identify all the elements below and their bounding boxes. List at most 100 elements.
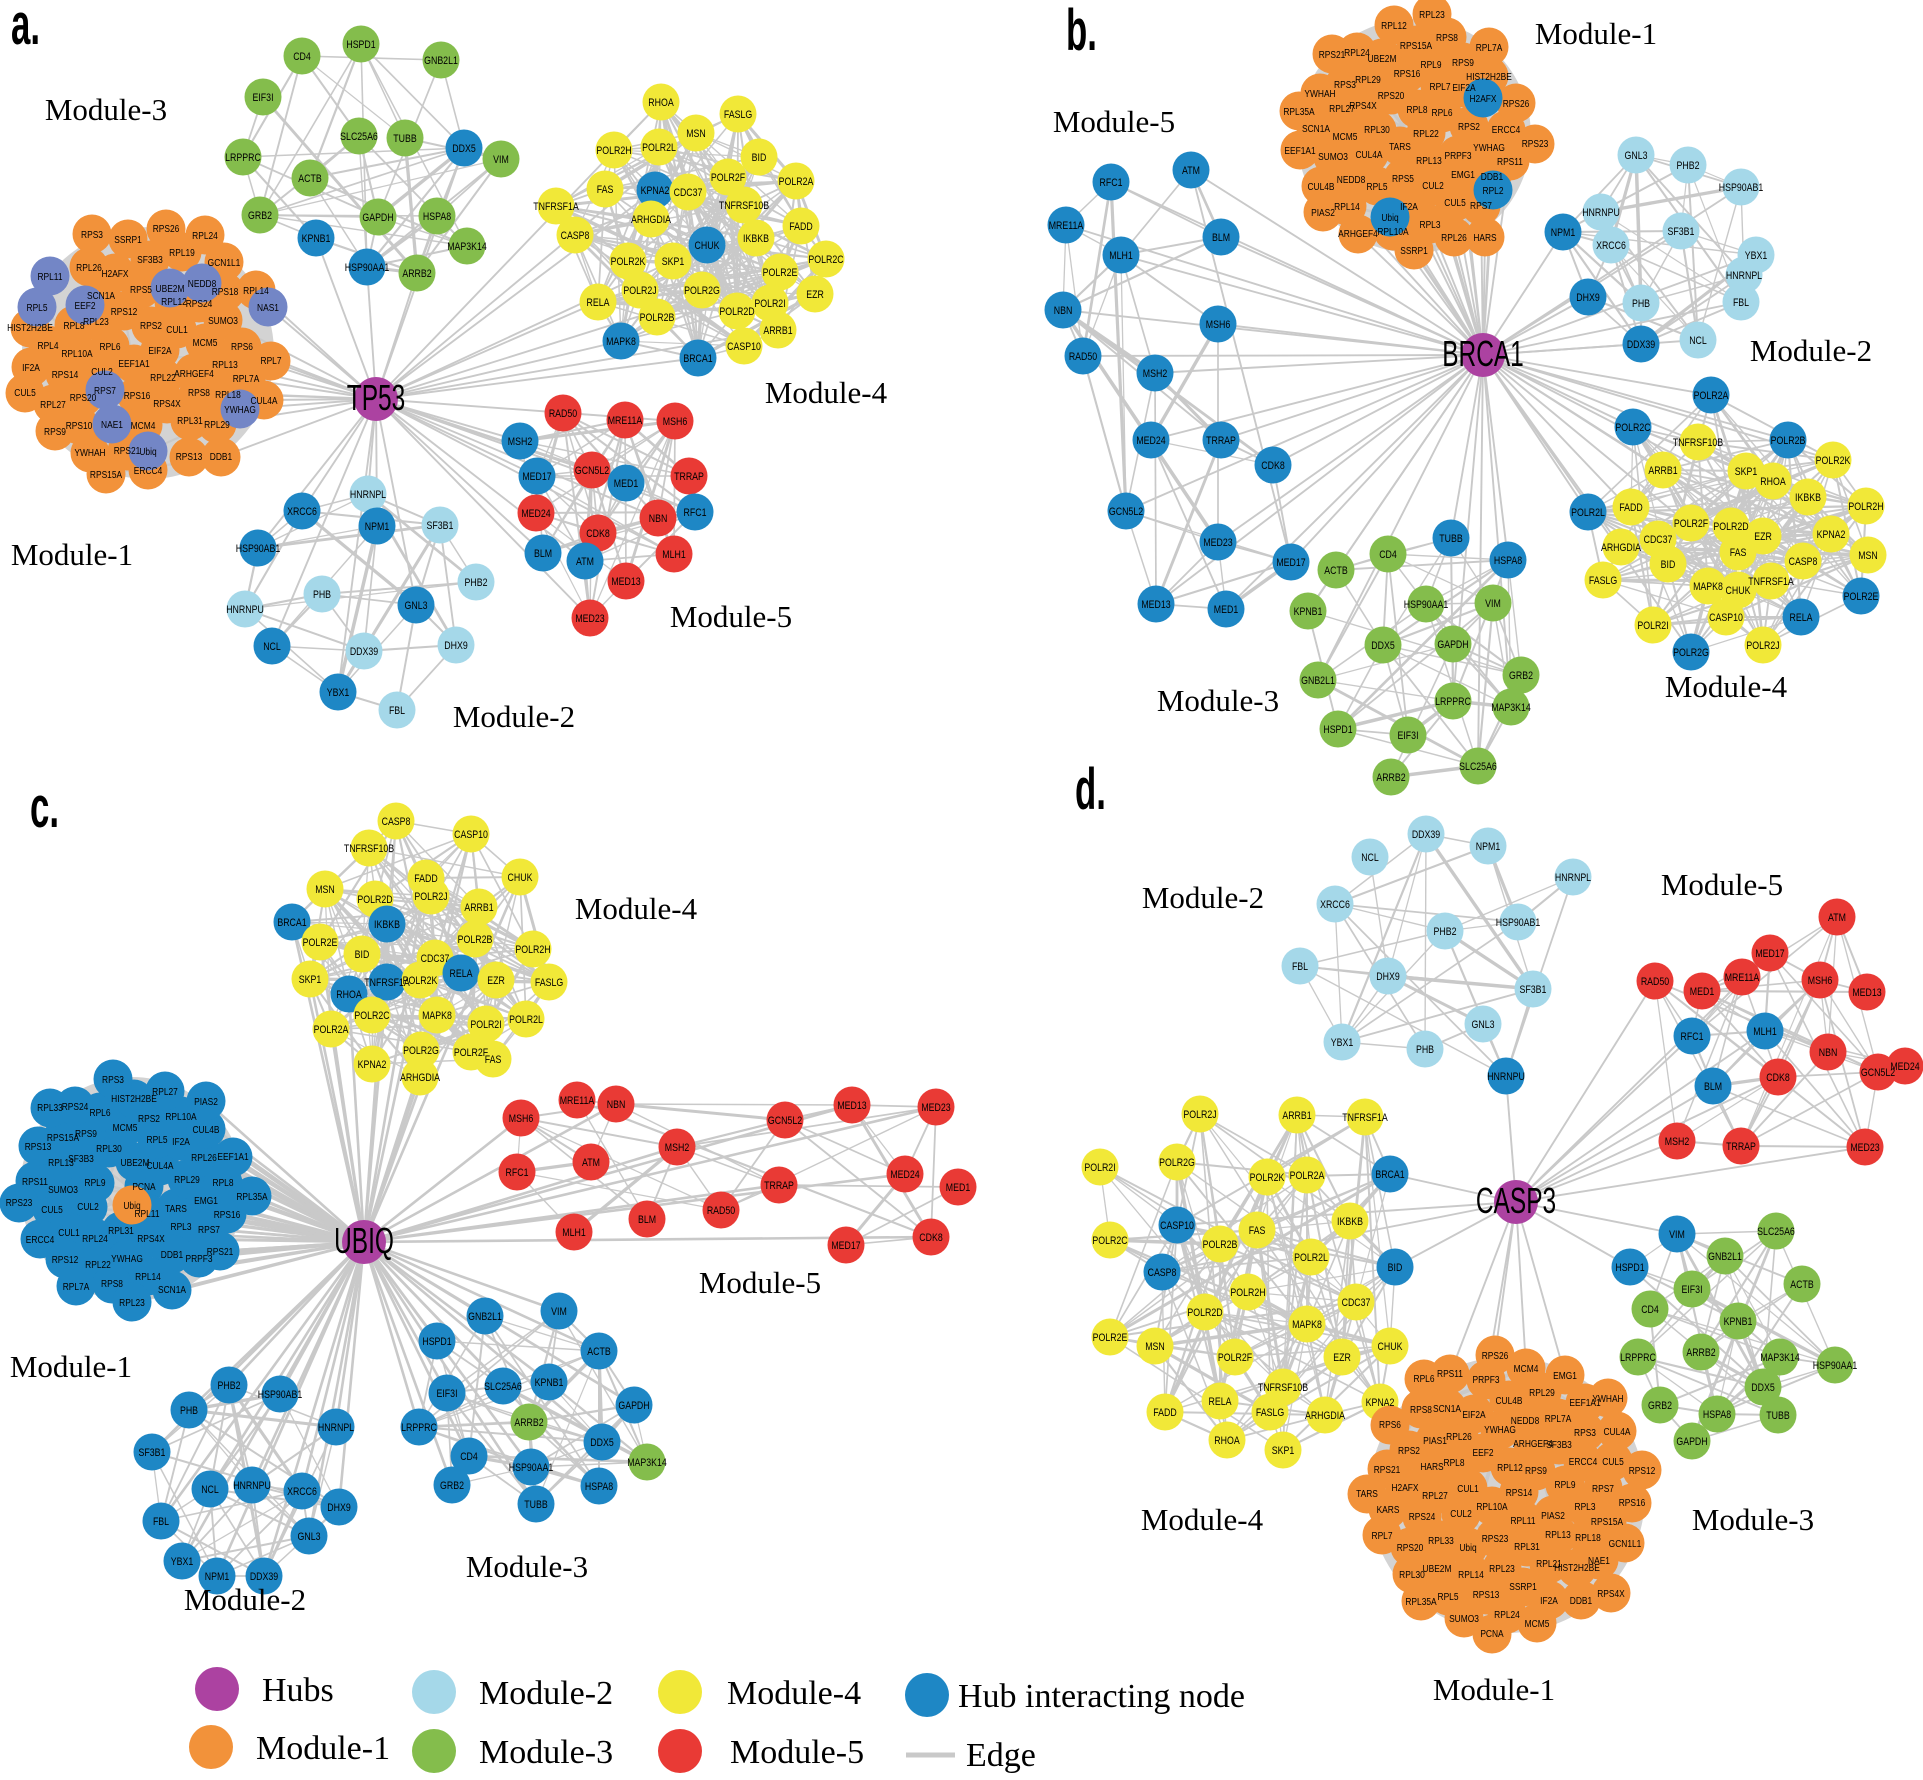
svg-text:POLR2J: POLR2J — [1183, 1109, 1216, 1121]
svg-text:KPNA2: KPNA2 — [1366, 1397, 1395, 1409]
svg-text:VIM: VIM — [493, 154, 509, 166]
svg-text:HSP90AB1: HSP90AB1 — [236, 543, 281, 555]
svg-text:NAS1: NAS1 — [257, 302, 279, 314]
svg-text:YWHAG: YWHAG — [1473, 142, 1505, 154]
svg-text:CDK8: CDK8 — [919, 1232, 943, 1244]
svg-text:ARRB1: ARRB1 — [464, 902, 494, 914]
svg-text:DDX39: DDX39 — [1627, 339, 1656, 351]
svg-text:POLR2G: POLR2G — [1673, 647, 1709, 659]
svg-text:MED13: MED13 — [611, 576, 641, 588]
svg-text:RPL26: RPL26 — [76, 262, 102, 274]
svg-text:RPS20: RPS20 — [70, 392, 97, 404]
svg-text:XRCC6: XRCC6 — [287, 506, 317, 518]
svg-text:CD4: CD4 — [460, 1451, 478, 1463]
svg-text:ATM: ATM — [1182, 165, 1200, 177]
svg-text:RPS16: RPS16 — [1394, 68, 1421, 80]
svg-text:MAPK8: MAPK8 — [1693, 581, 1723, 593]
svg-text:EMG1: EMG1 — [1553, 1370, 1577, 1382]
svg-text:BLM: BLM — [1212, 232, 1230, 244]
svg-text:HSPA8: HSPA8 — [585, 1481, 614, 1493]
svg-text:MAP3K14: MAP3K14 — [1491, 702, 1531, 714]
svg-text:LRPPRC: LRPPRC — [1620, 1352, 1656, 1364]
svg-text:EIF3I: EIF3I — [436, 1388, 457, 1400]
svg-text:Module-2: Module-2 — [184, 1582, 306, 1617]
svg-text:CDC37: CDC37 — [421, 953, 450, 965]
svg-text:RPS5: RPS5 — [1392, 173, 1414, 185]
svg-text:MED1: MED1 — [614, 478, 639, 490]
svg-text:RPL31: RPL31 — [108, 1225, 134, 1237]
svg-text:POLR2L: POLR2L — [642, 142, 676, 154]
svg-text:MRE11A: MRE11A — [560, 1095, 595, 1107]
svg-text:SF3B1: SF3B1 — [139, 1447, 166, 1459]
svg-text:POLR2I: POLR2I — [754, 298, 785, 310]
svg-text:POLR2I: POLR2I — [1637, 620, 1668, 632]
svg-text:GCN5L2: GCN5L2 — [768, 1115, 803, 1127]
svg-text:PRPF3: PRPF3 — [1444, 150, 1471, 162]
svg-text:RPL24: RPL24 — [82, 1233, 108, 1245]
svg-text:GNL3: GNL3 — [298, 1531, 321, 1543]
svg-text:ARHGDIA: ARHGDIA — [400, 1072, 440, 1084]
svg-text:GNB2L1: GNB2L1 — [424, 55, 458, 67]
svg-text:IF2A: IF2A — [1400, 201, 1418, 213]
svg-text:RPL12: RPL12 — [161, 296, 187, 308]
svg-text:LRPPRC: LRPPRC — [225, 152, 261, 164]
svg-text:RPL35A: RPL35A — [236, 1191, 268, 1203]
svg-text:RPS13: RPS13 — [176, 451, 203, 463]
svg-text:MRE11A: MRE11A — [1049, 220, 1084, 232]
svg-text:RPL23: RPL23 — [119, 1297, 145, 1309]
svg-text:SKP1: SKP1 — [662, 256, 685, 268]
svg-text:RPS23: RPS23 — [1522, 138, 1549, 150]
svg-text:POLR2A: POLR2A — [779, 176, 814, 188]
svg-text:HSP90AA1: HSP90AA1 — [509, 1462, 554, 1474]
svg-text:BID: BID — [752, 152, 767, 164]
svg-text:RPL6: RPL6 — [90, 1107, 111, 1119]
svg-text:HNRNPU: HNRNPU — [1487, 1071, 1525, 1083]
svg-text:RPS11: RPS11 — [22, 1176, 48, 1188]
svg-text:CDK8: CDK8 — [1766, 1072, 1790, 1084]
svg-text:YWHAG: YWHAG — [111, 1253, 143, 1265]
svg-text:RPL7A: RPL7A — [1476, 42, 1503, 54]
svg-text:MCM4: MCM4 — [131, 420, 156, 432]
svg-text:SUMO3: SUMO3 — [1318, 151, 1348, 163]
svg-text:TRRAP: TRRAP — [1726, 1141, 1756, 1153]
svg-text:RPL23: RPL23 — [1489, 1563, 1515, 1575]
svg-text:CASP8: CASP8 — [382, 816, 411, 828]
svg-text:BLM: BLM — [1704, 1081, 1722, 1093]
svg-text:YBX1: YBX1 — [327, 687, 350, 699]
svg-text:ERCC4: ERCC4 — [1569, 1456, 1597, 1468]
svg-text:PHB2: PHB2 — [1434, 926, 1457, 938]
svg-text:Module-1: Module-1 — [1535, 16, 1657, 51]
svg-text:CUL1: CUL1 — [1457, 1483, 1478, 1495]
svg-text:PHB: PHB — [180, 1405, 198, 1417]
svg-text:XRCC6: XRCC6 — [1320, 899, 1350, 911]
svg-text:ACTB: ACTB — [1324, 565, 1348, 577]
svg-text:PCNA: PCNA — [132, 1181, 156, 1193]
svg-text:RPS21: RPS21 — [1374, 1464, 1401, 1476]
svg-text:MAPK8: MAPK8 — [422, 1010, 452, 1022]
svg-text:POLR2G: POLR2G — [684, 285, 720, 297]
svg-text:MED23: MED23 — [1203, 537, 1233, 549]
svg-text:RPL3: RPL3 — [1420, 219, 1441, 231]
svg-text:HNRNPU: HNRNPU — [1582, 207, 1620, 219]
svg-text:CUL2: CUL2 — [1422, 180, 1443, 192]
svg-text:CUL4A: CUL4A — [1603, 1426, 1631, 1438]
svg-text:MED1: MED1 — [946, 1182, 971, 1194]
svg-text:RPL18: RPL18 — [1575, 1532, 1601, 1544]
svg-text:HSP90AA1: HSP90AA1 — [345, 262, 390, 274]
svg-text:MED24: MED24 — [521, 508, 551, 520]
svg-text:MAP3K14: MAP3K14 — [627, 1457, 667, 1469]
svg-text:HSPD1: HSPD1 — [1615, 1262, 1645, 1274]
svg-text:CDK8: CDK8 — [586, 528, 610, 540]
svg-text:Module-4: Module-4 — [1141, 1502, 1264, 1537]
svg-text:GCN5L2: GCN5L2 — [1861, 1067, 1896, 1079]
svg-text:KPNA2: KPNA2 — [641, 185, 670, 197]
svg-text:FADD: FADD — [414, 873, 437, 885]
svg-text:EIF2A: EIF2A — [148, 345, 172, 357]
svg-text:POLR2K: POLR2K — [1816, 455, 1851, 467]
svg-text:RPL18: RPL18 — [215, 389, 241, 401]
svg-text:POLR2K: POLR2K — [611, 256, 646, 268]
svg-text:MSH2: MSH2 — [1143, 368, 1168, 380]
svg-text:RPS26: RPS26 — [1482, 1350, 1509, 1362]
svg-text:RPS9: RPS9 — [1525, 1465, 1547, 1477]
svg-text:POLR2K: POLR2K — [1250, 1172, 1285, 1184]
